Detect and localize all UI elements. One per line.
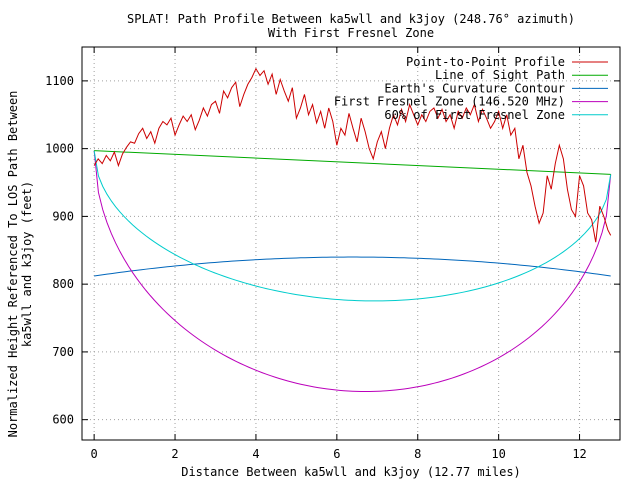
x-tick-label: 6	[333, 447, 340, 461]
y-tick-label: 1100	[45, 74, 74, 88]
x-axis-label: Distance Between ka5wll and k3joy (12.77…	[181, 465, 521, 479]
y-tick-label: 800	[52, 277, 74, 291]
legend-label: First Fresnel Zone (146.520 MHz)	[334, 95, 565, 109]
y-axis-label-line1: Normalized Height Referenced To LOS Path…	[6, 91, 20, 438]
y-tick-label: 600	[52, 413, 74, 427]
legend-label: 60% of First Fresnel Zone	[384, 108, 565, 122]
legend-label: Point-to-Point Profile	[406, 55, 565, 69]
grid-lines	[82, 47, 620, 440]
first-fresnel-zone-line	[93, 150, 612, 393]
line-of-sight-path	[94, 150, 611, 175]
x-tick-label: 8	[414, 447, 421, 461]
legend-label: Earth's Curvature Contour	[384, 81, 565, 95]
axis-ticks: 0 2 4 6 8 10 12 600 700 800 900 1000 1100	[45, 47, 620, 461]
x-tick-label: 12	[572, 447, 586, 461]
y-tick-label: 700	[52, 345, 74, 359]
x-tick-label: 4	[252, 447, 259, 461]
chart-title-line2: With First Fresnel Zone	[268, 26, 434, 40]
x-tick-label: 0	[91, 447, 98, 461]
plot-frame	[81, 46, 621, 441]
earth-curvature-line	[94, 256, 611, 277]
plot-series	[93, 67, 612, 393]
y-axis-label-line2: ka5wll and k3joy (feet)	[20, 181, 34, 347]
y-tick-label: 1000	[45, 142, 74, 156]
fresnel-60-percent-line	[93, 150, 612, 302]
legend-label: Line of Sight Path	[435, 68, 565, 82]
x-tick-label: 10	[491, 447, 505, 461]
y-tick-label: 900	[52, 209, 74, 223]
chart-title-line1: SPLAT! Path Profile Between ka5wll and k…	[127, 12, 575, 26]
x-tick-label: 2	[171, 447, 178, 461]
terrain-profile-line	[93, 67, 612, 243]
